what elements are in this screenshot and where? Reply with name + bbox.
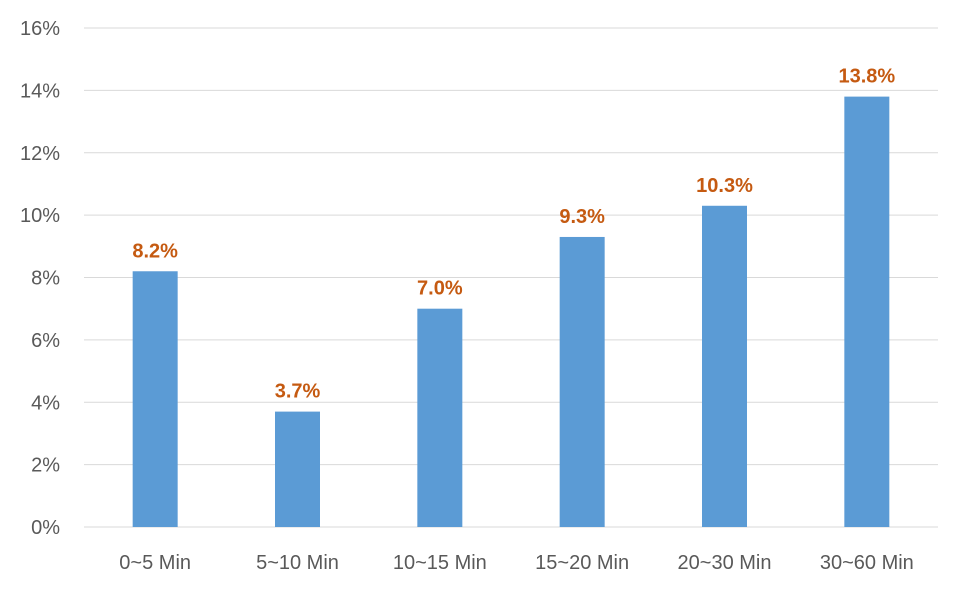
y-tick-label: 8% — [31, 268, 60, 290]
bar — [417, 308, 463, 527]
y-tick-label: 6% — [31, 330, 60, 352]
data-labels: 8.2% 3.7% 7.0% 9.3% 10.3% 13.8% — [132, 66, 895, 403]
gridlines — [84, 27, 938, 528]
bars — [132, 96, 890, 528]
x-tick-label: 15~20 Min — [535, 552, 629, 574]
x-tick-label: 20~30 Min — [678, 552, 772, 574]
data-label: 7.0% — [417, 278, 463, 300]
bar — [844, 96, 890, 528]
data-label: 13.8% — [838, 66, 895, 88]
y-tick-label: 12% — [20, 143, 60, 165]
y-tick-label: 10% — [20, 205, 60, 227]
data-label: 3.7% — [275, 381, 321, 403]
y-tick-label: 16% — [20, 18, 60, 40]
x-tick-label: 30~60 Min — [820, 552, 914, 574]
x-tick-label: 0~5 Min — [119, 552, 191, 574]
bar — [132, 271, 178, 527]
data-label: 10.3% — [696, 175, 753, 197]
y-tick-label: 14% — [20, 80, 60, 102]
y-tick-label: 4% — [31, 392, 60, 414]
x-tick-label: 10~15 Min — [393, 552, 487, 574]
bar — [275, 411, 320, 527]
x-axis-tick-labels: 0~5 Min 5~10 Min 10~15 Min 15~20 Min 20~30 M… — [119, 552, 914, 574]
data-label: 9.3% — [559, 206, 605, 228]
y-tick-label: 2% — [31, 455, 60, 477]
x-tick-label: 5~10 Min — [256, 552, 339, 574]
bar — [702, 205, 747, 528]
bar — [559, 236, 605, 528]
y-tick-label: 0% — [31, 517, 60, 539]
y-axis-tick-labels: 0% 2% 4% 6% 8% 10% 12% 14% 16% — [20, 18, 60, 539]
data-label: 8.2% — [132, 240, 178, 262]
